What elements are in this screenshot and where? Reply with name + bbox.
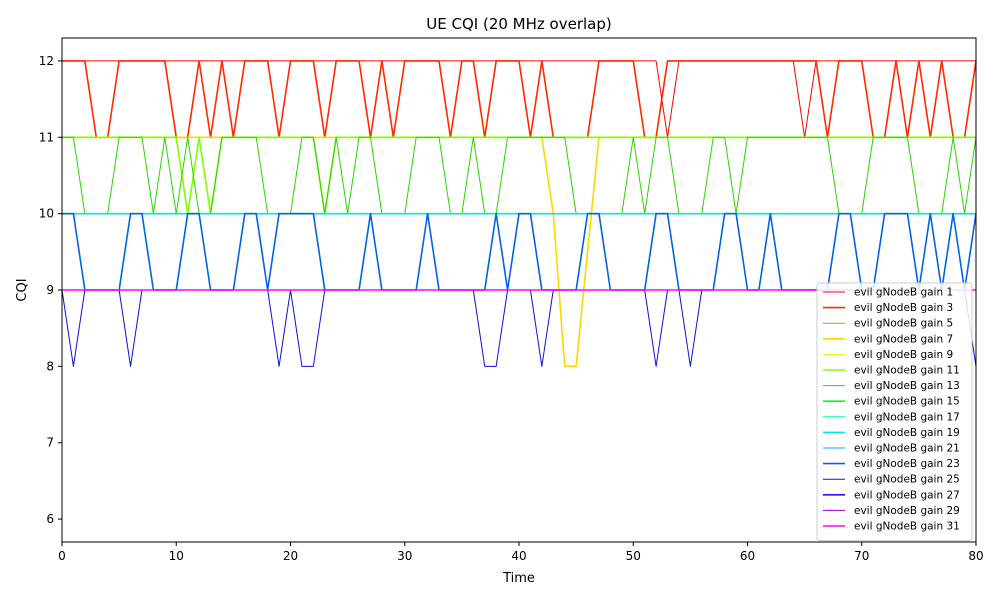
chart-title: UE CQI (20 MHz overlap) (426, 15, 611, 33)
legend-entry-label: evil gNodeB gain 7 (854, 333, 953, 345)
y-tick-label: 9 (46, 283, 54, 297)
legend-entry-label: evil gNodeB gain 17 (854, 411, 960, 423)
legend-entry-label: evil gNodeB gain 27 (854, 489, 960, 501)
y-axis-label: CQI (15, 278, 30, 301)
legend-entry-label: evil gNodeB gain 19 (854, 427, 960, 439)
series-line-12 (62, 212, 977, 291)
legend-entry-label: evil gNodeB gain 15 (854, 396, 960, 408)
x-tick-label: 20 (283, 549, 298, 563)
y-tick-label: 10 (39, 207, 54, 221)
x-tick-label: 40 (511, 549, 526, 563)
legend-entry-label: evil gNodeB gain 25 (854, 474, 960, 486)
legend: evil gNodeB gain 1 evil gNodeB gain 3 evil… (816, 282, 973, 542)
x-tick-label: 80 (968, 549, 983, 563)
x-tick-label: 60 (740, 549, 755, 563)
x-tick-label: 10 (169, 549, 184, 563)
x-tick-label: 30 (397, 549, 412, 563)
x-tick-label: 0 (58, 549, 66, 563)
x-tick-label: 70 (854, 549, 869, 563)
legend-entry-label: evil gNodeB gain 31 (854, 521, 960, 533)
y-tick-label: 12 (39, 54, 54, 68)
y-tick-label: 8 (46, 359, 54, 373)
legend-entry-label: evil gNodeB gain 23 (854, 458, 960, 470)
x-tick-label: 50 (626, 549, 641, 563)
legend-entry-label: evil gNodeB gain 11 (854, 365, 960, 377)
legend-entry-label: evil gNodeB gain 1 (854, 287, 953, 299)
series-line-4 (62, 136, 976, 368)
x-axis-label: Time (502, 571, 535, 586)
y-tick-label: 7 (46, 436, 54, 450)
legend-entry-label: evil gNodeB gain 13 (854, 380, 960, 392)
legend-entry-label: evil gNodeB gain 29 (854, 505, 960, 517)
legend-box (816, 282, 973, 542)
legend-entry-label: evil gNodeB gain 5 (854, 318, 953, 330)
axes-layer: 0 10 20 30 40 50 60 70 80 6 7 8 9 10 11 12 (39, 37, 984, 563)
y-tick-label: 11 (39, 130, 54, 144)
legend-entry-label: evil gNodeB gain 9 (854, 349, 953, 361)
legend-entry-label: evil gNodeB gain 21 (854, 443, 960, 455)
y-tick-label: 6 (46, 512, 54, 526)
legend-entry-label: evil gNodeB gain 3 (854, 302, 953, 314)
